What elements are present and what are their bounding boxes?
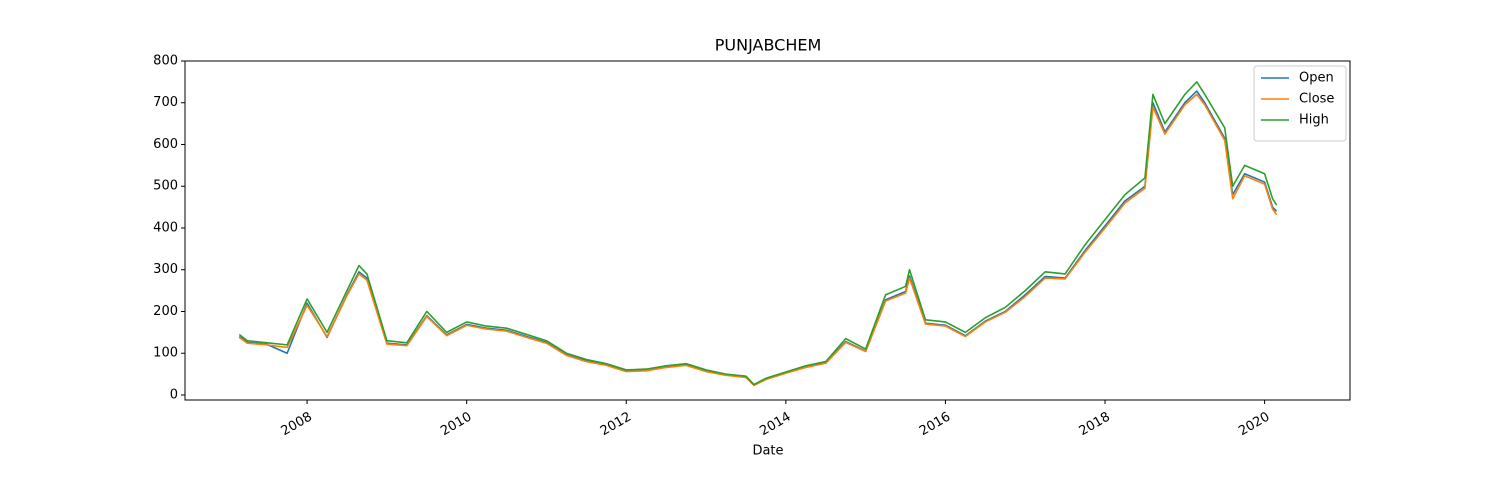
y-tick-label: 200: [153, 304, 178, 319]
x-tick-label: 2016: [917, 410, 953, 440]
legend-label: Close: [1299, 92, 1334, 107]
chart-title: PUNJABCHEM: [715, 36, 822, 55]
x-tick-label: 2018: [1077, 410, 1113, 440]
x-tick-label: 2020: [1236, 410, 1272, 440]
y-tick-label: 600: [153, 137, 178, 152]
plot-frame: [184, 60, 1351, 401]
x-tick-label: 2014: [757, 410, 793, 440]
x-axis-label: Date: [752, 444, 783, 459]
y-tick-label: 800: [153, 54, 178, 69]
y-tick-label: 100: [153, 346, 178, 361]
x-tick-label: 2010: [438, 410, 474, 440]
line-series: [238, 93, 1278, 387]
y-tick-label: 300: [153, 262, 178, 277]
y-tick-label: 400: [153, 220, 178, 235]
legend-box: [1253, 65, 1347, 142]
x-tick-label: 2012: [598, 410, 634, 440]
x-tick-label: 2008: [279, 410, 315, 440]
legend-label: High: [1299, 113, 1329, 128]
y-tick-label: 700: [153, 95, 178, 110]
legend-label: Open: [1299, 71, 1334, 86]
y-tick-label: 0: [170, 387, 178, 402]
y-tick-label: 500: [153, 179, 178, 194]
line-series: [238, 81, 1278, 386]
